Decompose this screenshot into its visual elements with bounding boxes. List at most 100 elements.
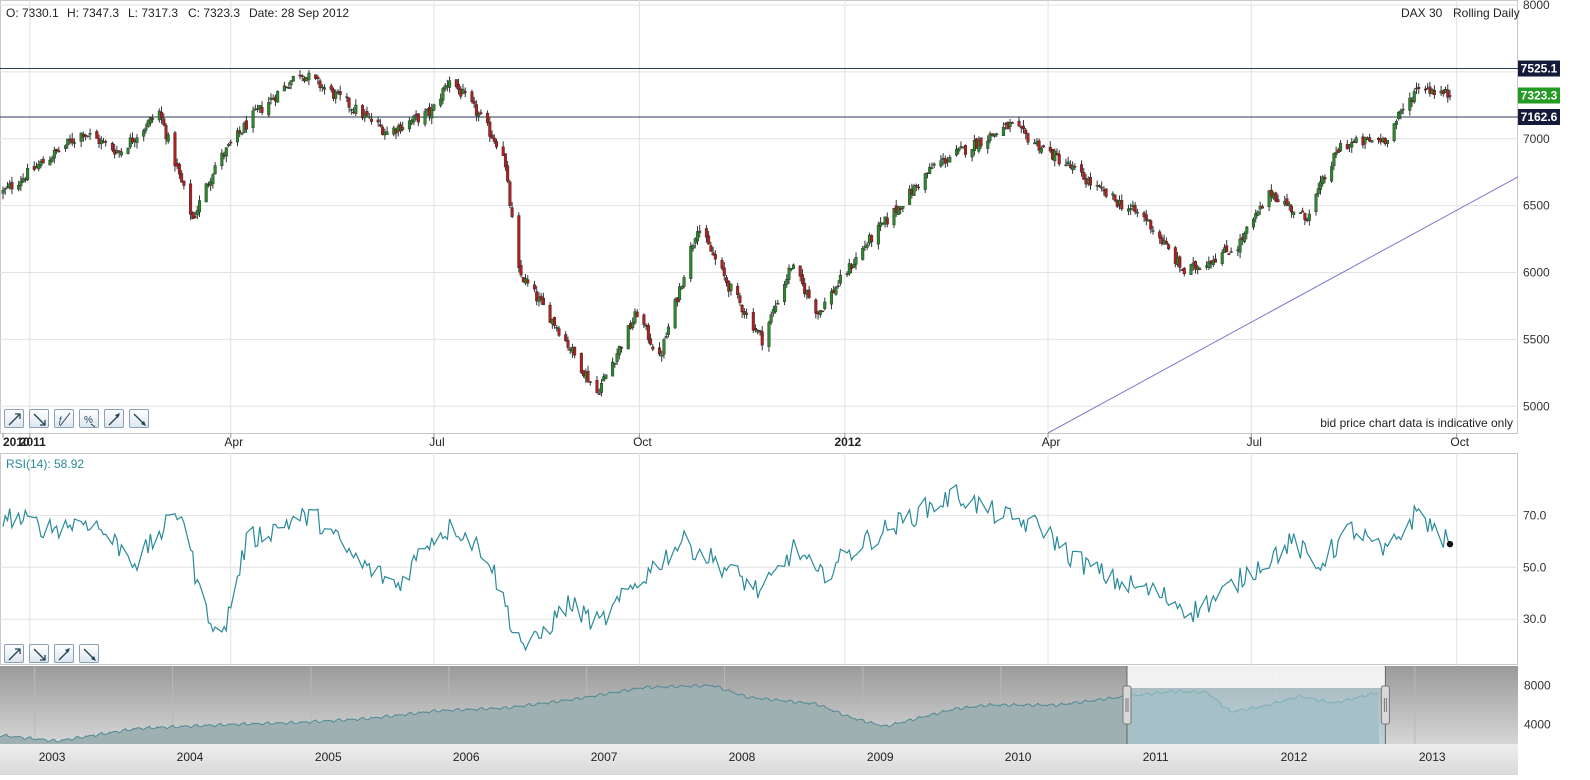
candle-up [1207,261,1211,268]
main-tool-button[interactable] [29,409,49,428]
candle-down [1448,95,1452,97]
rsi-tool-button[interactable] [54,644,74,663]
candle-up [689,246,693,279]
main-tool-button[interactable]: ƒ [54,409,74,428]
trend-up-icon [8,648,21,661]
candle-down [1285,198,1289,206]
candles-layer [1,69,1452,397]
arrow-down-icon [133,413,146,426]
candle-down [573,346,577,356]
candle-down [807,289,811,298]
candle-up [1,190,5,194]
candle-down [1214,258,1218,263]
rsi-tool-button[interactable] [29,644,49,663]
svg-text:ƒ: ƒ [58,415,63,425]
candle-down [1055,153,1059,156]
price-tick-label: 5500 [1523,332,1550,346]
candle-down [620,346,624,349]
percent-icon: % [84,415,96,428]
fibonacci-icon: ƒ [58,412,71,427]
candle-up [955,149,959,156]
candle-up [631,322,635,328]
candle-up [901,206,905,209]
candle-up [783,284,787,302]
candle-down [164,125,168,140]
rsi-tool-button[interactable] [4,644,24,663]
candle-up [1151,230,1155,232]
candle-up [923,173,927,190]
rsi-grid [0,453,1518,666]
candle-down [1097,185,1101,187]
navigator-tick-label: 2003 [39,750,66,764]
candle-up [986,140,990,149]
candle-up [227,144,231,147]
candle-down [1057,154,1061,165]
candle-down [463,91,467,93]
navigator-tick-label: 2011 [1143,750,1169,764]
candle-up [72,142,76,144]
main-tool-button[interactable]: % [79,409,99,428]
candle-up [146,120,150,128]
candle-up [52,149,56,159]
candle-down [57,150,61,152]
candle-down [1227,253,1231,255]
candle-up [785,278,789,285]
navigator-selection[interactable] [1122,666,1390,744]
candle-down [238,130,242,134]
rsi-axis: 30.0 50.0 70.0 [1523,508,1547,626]
main-tool-button[interactable] [4,409,24,428]
candle-down [1113,194,1117,201]
candle-down [369,118,373,122]
candle-up [430,108,434,119]
candle-down [457,84,461,90]
main-tool-button[interactable] [104,409,124,428]
candle-up [823,301,827,309]
candle-up [1147,219,1151,222]
candle-up [448,80,452,88]
time-tick-label: Apr [1042,435,1061,449]
time-tick-label: 2012 [834,435,861,449]
ohlc-high: H: 7347.3 [67,6,119,20]
navigator-selection-window [1126,688,1386,744]
candle-up [256,108,260,110]
candle-up [1370,140,1374,143]
main-tool-button[interactable] [129,409,149,428]
candle-down [314,74,318,79]
candle-up [1238,238,1242,253]
candle-up [1399,110,1403,114]
candle-up [363,113,367,119]
candle-up [626,325,630,350]
navigator-tick-label: 2010 [1005,750,1032,764]
candle-down [378,124,382,127]
candle-down [595,380,599,393]
candle-down [566,340,570,348]
candle-up [678,286,682,301]
candle-down [1042,145,1046,148]
candle-down [1260,206,1264,209]
candle-up [1066,161,1070,164]
candle-up [767,322,771,347]
candle-up [1129,208,1133,210]
candle-down [361,105,365,119]
candle-down [503,153,507,168]
candle-up [349,109,353,111]
rsi-tool-button[interactable] [79,644,99,663]
candle-down [191,212,195,219]
candle-up [3,188,7,190]
candle-up [334,91,338,99]
time-tick-label: 2011 [20,435,46,449]
candle-down [548,304,552,323]
candle-down [1225,245,1229,253]
candle-down [110,142,114,151]
navigator-axis-bar [0,744,1518,775]
navigator-handle[interactable] [1122,685,1132,725]
candle-down [526,279,530,284]
candle-down [508,181,512,206]
candle-up [829,291,833,305]
navigator-handle[interactable] [1380,685,1390,725]
candle-down [1229,251,1233,253]
price-axis: 5000550060006500700075008000 [1523,0,1550,413]
candle-up [1330,166,1334,182]
candle-down [814,299,818,314]
